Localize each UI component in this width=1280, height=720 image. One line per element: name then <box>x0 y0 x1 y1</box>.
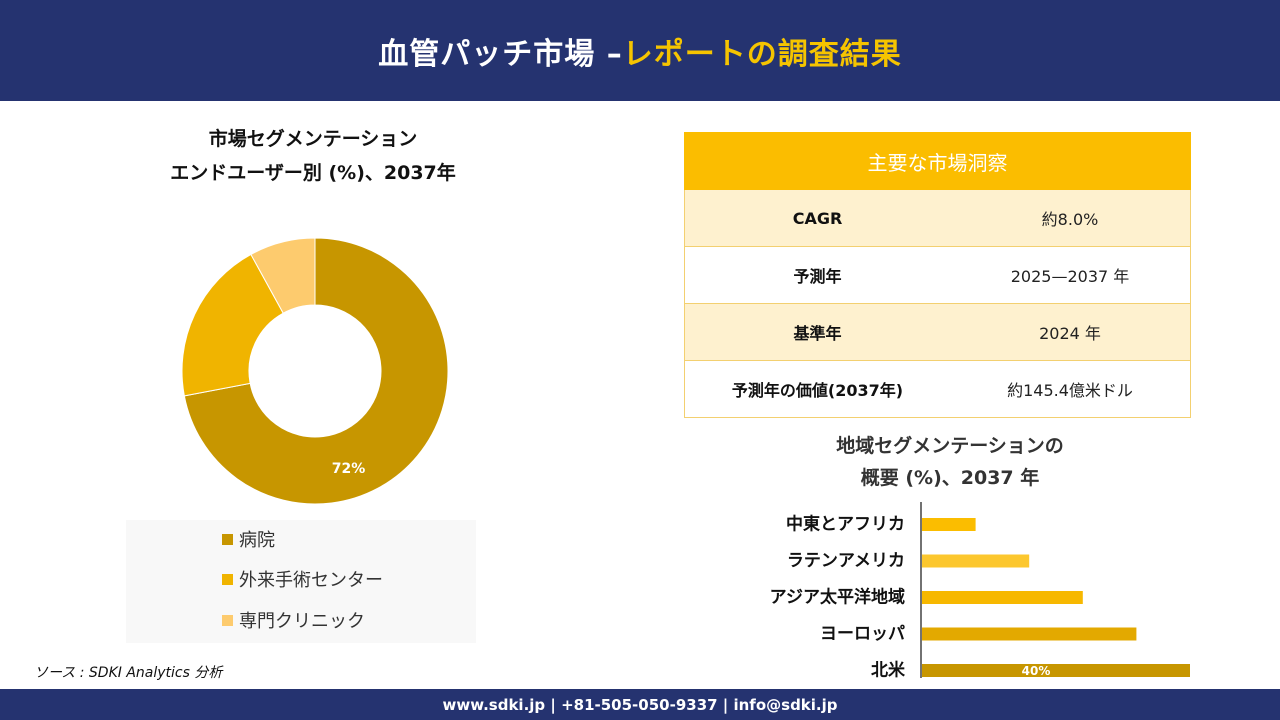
bar-title-line1: 地域セグメンテーションの <box>836 435 1064 457</box>
bar-chart-title: 地域セグメンテーションの 概要 (%)、2037 年 <box>760 430 1140 494</box>
legend-swatch <box>222 614 233 626</box>
legend-item-hospital: 病院 <box>222 529 275 551</box>
insights-heading: 主要な市場洞察 <box>684 132 1191 190</box>
legend-item-ambulatory: 外来手術センター <box>222 569 383 591</box>
insights-row: 基準年 2024 年 <box>684 304 1191 361</box>
insight-label: 基準年 <box>793 324 842 343</box>
insights-row: 予測年の価値(2037年) 約145.4億米ドル <box>684 361 1191 418</box>
donut-title-line1: 市場セグメンテーション <box>208 128 418 150</box>
insight-label: 予測年の価値(2037年) <box>731 381 904 400</box>
donut-chart-title: 市場セグメンテーション エンドユーザー別 (%)、2037年 <box>130 122 496 190</box>
page-title: 血管パッチ市場 – <box>378 36 623 72</box>
donut-slice <box>250 237 316 314</box>
bar-data-label: 40% <box>1022 664 1051 678</box>
insight-value: 約145.4億米ドル <box>1007 381 1133 400</box>
donut-slice <box>183 237 449 505</box>
bar-category-label: 中東とアフリカ <box>786 514 905 535</box>
key-insights-table: 主要な市場洞察 CAGR 約8.0% 予測年 2025—2037 年 基準年 2… <box>684 132 1191 418</box>
donut-data-label: 72% <box>332 461 366 477</box>
donut-legend: 病院 外来手術センター 専門クリニック <box>126 520 476 643</box>
legend-label: 専門クリニック <box>239 611 365 632</box>
legend-swatch <box>222 533 233 545</box>
bar <box>922 554 1030 568</box>
bar-category-label: ラテンアメリカ <box>787 551 905 571</box>
insight-label: CAGR <box>792 208 843 228</box>
bar <box>922 664 1190 677</box>
legend-label: 病院 <box>239 530 275 551</box>
bar-category-label: アジア太平洋地域 <box>770 587 905 608</box>
page-header: 血管パッチ市場 – レポートの調査結果 <box>0 0 1280 101</box>
legend-item-clinic: 専門クリニック <box>222 610 365 632</box>
footer-contact: www.sdki.jp | +81-505-050-9337 | info@sd… <box>0 689 1280 720</box>
bar-title-line2: 概要 (%)、2037 年 <box>860 467 1040 489</box>
bar-category-label: 北米 <box>871 660 906 681</box>
legend-label: 外来手術センター <box>239 570 383 591</box>
donut-title-line2: エンドユーザー別 (%)、2037年 <box>170 162 456 184</box>
bar-category-label: ヨーロッパ <box>820 624 905 644</box>
donut-chart: 72% <box>181 237 449 505</box>
insight-value: 約8.0% <box>1041 210 1099 229</box>
insights-row: 予測年 2025—2037 年 <box>684 247 1191 304</box>
bar <box>922 627 1137 641</box>
bar <box>922 591 1083 604</box>
insight-value: 2025—2037 年 <box>1010 267 1130 286</box>
legend-swatch <box>222 573 233 585</box>
source-note: ソース : SDKI Analytics 分析 <box>34 665 223 681</box>
donut-slice <box>181 253 284 397</box>
insights-row: CAGR 約8.0% <box>684 190 1191 247</box>
page-title-accent: レポートの調査結果 <box>622 36 902 72</box>
insight-label: 予測年 <box>793 267 842 286</box>
bar <box>922 518 976 531</box>
insight-value: 2024 年 <box>1039 324 1101 343</box>
